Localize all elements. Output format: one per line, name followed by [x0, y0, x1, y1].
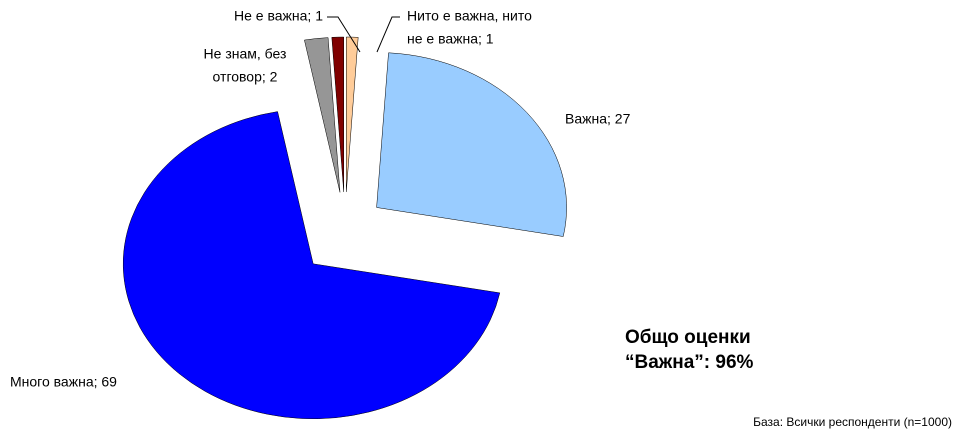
footnote: База: Всички респонденти (n=1000) — [753, 415, 952, 429]
data-label: Много важна; 69 — [10, 374, 117, 390]
data-label: Важна; 27 — [565, 111, 631, 127]
data-label: Нито е важна, нито — [407, 8, 532, 24]
pie-slice — [346, 36, 359, 193]
leader-line — [327, 16, 361, 53]
annotation: “Важна”: 96% — [625, 352, 754, 373]
data-label: Не знам, без — [204, 46, 287, 62]
pie-slice — [331, 36, 344, 193]
annotation: Общо оценки — [625, 327, 751, 348]
pie-slice — [376, 52, 567, 237]
pie-slice — [304, 37, 341, 193]
data-label: не е важна; 1 — [407, 31, 494, 47]
pie-slice — [122, 111, 501, 420]
data-label: отговор; 2 — [213, 69, 278, 85]
leader-line — [376, 16, 400, 53]
data-label: Не е важна; 1 — [234, 8, 323, 24]
